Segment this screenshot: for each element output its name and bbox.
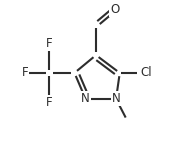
- Text: F: F: [46, 96, 53, 109]
- Text: N: N: [81, 92, 90, 105]
- Text: Cl: Cl: [141, 66, 152, 79]
- Text: F: F: [22, 66, 28, 79]
- Text: N: N: [112, 92, 120, 105]
- Text: F: F: [46, 37, 53, 50]
- Text: O: O: [110, 3, 119, 16]
